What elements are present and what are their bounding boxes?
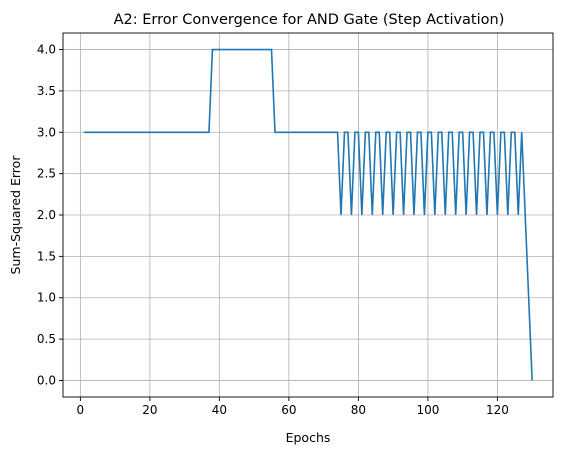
error-series-line — [83, 48, 533, 381]
x-tick-label: 40 — [212, 403, 227, 417]
y-tick-label: 3.5 — [37, 84, 56, 98]
y-tick-label: 3.0 — [37, 125, 56, 139]
plot-area — [83, 48, 533, 381]
y-tick-label: 0.0 — [37, 373, 56, 387]
x-tick-label: 120 — [486, 403, 509, 417]
y-axis-label: Sum-Squared Error — [8, 155, 23, 275]
x-tick-label: 60 — [281, 403, 296, 417]
y-tick-label: 1.0 — [37, 291, 56, 305]
y-axis: 0.0 0.5 1.0 1.5 2.0 2.5 3.0 3.5 4.0 — [37, 43, 63, 387]
x-axis-label: Epochs — [286, 430, 331, 445]
x-axis: 0 20 40 60 80 100 120 — [77, 397, 509, 417]
y-tick-label: 4.0 — [37, 43, 56, 57]
y-tick-label: 2.5 — [37, 167, 56, 181]
chart-title: A2: Error Convergence for AND Gate (Step… — [114, 12, 505, 28]
x-tick-label: 100 — [416, 403, 439, 417]
grid — [63, 33, 553, 397]
y-tick-label: 2.0 — [37, 208, 56, 222]
y-tick-label: 0.5 — [37, 332, 56, 346]
x-tick-label: 20 — [142, 403, 157, 417]
y-tick-label: 1.5 — [37, 249, 56, 263]
x-tick-label: 80 — [351, 403, 366, 417]
x-tick-label: 0 — [77, 403, 85, 417]
